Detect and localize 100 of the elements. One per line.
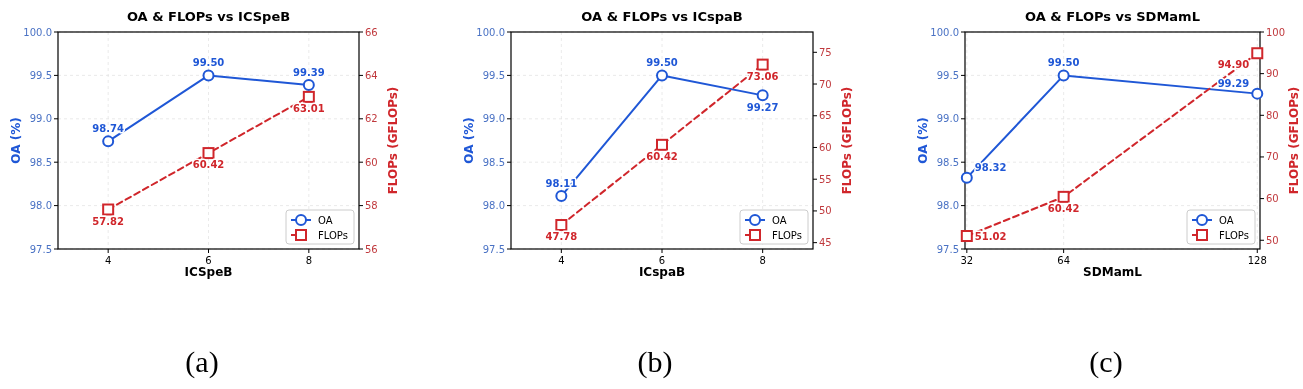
y2-axis-title: FLOPs (GFLOPs) bbox=[840, 86, 854, 195]
data-label: 99.50 bbox=[646, 57, 678, 69]
data-label: 73.06 bbox=[746, 70, 779, 82]
y2-axis-title: FLOPs (GFLOPs) bbox=[1287, 86, 1301, 195]
point bbox=[102, 203, 115, 216]
data-label: 99.39 bbox=[293, 66, 325, 78]
x-tick-label: 128 bbox=[1247, 255, 1267, 266]
y-axis-title: OA (%) bbox=[916, 117, 930, 164]
data-label: 47.78 bbox=[545, 231, 578, 243]
point bbox=[960, 230, 973, 243]
y2-tick-label: 50 bbox=[1266, 234, 1279, 246]
point bbox=[555, 219, 568, 232]
y-tick-label: 99.5 bbox=[482, 69, 505, 81]
point bbox=[202, 69, 215, 82]
chart-title: OA & FLOPs vs ICspaB bbox=[581, 9, 743, 24]
y-tick-label: 97.5 bbox=[29, 243, 52, 255]
legend-label: FLOPs bbox=[772, 230, 802, 241]
point bbox=[1057, 69, 1070, 82]
x-tick-label: 4 bbox=[558, 255, 565, 266]
y-tick-label: 99.5 bbox=[936, 69, 959, 81]
data-label: 99.50 bbox=[192, 57, 225, 69]
point bbox=[102, 135, 115, 148]
x-tick-label: 8 bbox=[759, 255, 766, 266]
y2-tick-label: 65 bbox=[819, 110, 832, 122]
y2-tick-label: 50 bbox=[819, 205, 832, 217]
y2-axis-title: FLOPs (GFLOPs) bbox=[386, 86, 400, 195]
point bbox=[960, 171, 973, 184]
x-tick-label: 32 bbox=[960, 255, 974, 266]
data-label: 94.90 bbox=[1217, 59, 1250, 71]
legend-label: OA bbox=[318, 215, 333, 226]
y-tick-label: 98.0 bbox=[482, 200, 505, 212]
text: (c) bbox=[1089, 345, 1123, 379]
y-tick-label: 99.0 bbox=[29, 113, 52, 125]
x-tick-label: 8 bbox=[305, 255, 313, 266]
y-tick-label: 98.5 bbox=[482, 156, 505, 168]
point bbox=[656, 69, 668, 82]
y-tick-label: 99.5 bbox=[29, 69, 52, 81]
y-tick-label: 97.5 bbox=[482, 243, 505, 255]
point bbox=[656, 138, 668, 151]
x-tick-label: 64 bbox=[1057, 255, 1070, 266]
y2-tick-label: 60 bbox=[1266, 193, 1279, 205]
y2-tick-label: 100 bbox=[1266, 26, 1286, 38]
y-axis-title: OA (%) bbox=[9, 117, 23, 164]
point bbox=[202, 147, 215, 160]
y-axis-title: OA (%) bbox=[462, 117, 476, 164]
y2-tick-label: 55 bbox=[819, 173, 832, 185]
y-tick-label: 99.0 bbox=[482, 113, 505, 125]
legend-label: FLOPs bbox=[1219, 230, 1249, 241]
point bbox=[756, 58, 769, 71]
y-tick-label: 100.0 bbox=[930, 26, 959, 38]
y2-tick-label: 56 bbox=[365, 243, 378, 255]
legend-label: OA bbox=[1219, 215, 1234, 226]
point bbox=[302, 90, 315, 103]
y2-tick-label: 58 bbox=[365, 200, 378, 212]
x-tick-label: 4 bbox=[104, 255, 112, 266]
y-tick-label: 98.0 bbox=[29, 200, 52, 212]
x-tick-label: 6 bbox=[658, 255, 666, 266]
x-axis-title: ICspaB bbox=[638, 265, 686, 279]
data-label: 99.50 bbox=[1047, 57, 1080, 69]
data-label: 60.42 bbox=[192, 159, 225, 171]
data-label: 99.27 bbox=[746, 102, 779, 114]
legend-label: OA bbox=[772, 215, 787, 226]
y-tick-label: 98.5 bbox=[936, 156, 959, 168]
point bbox=[1251, 47, 1264, 60]
y-tick-label: 98.0 bbox=[936, 200, 959, 212]
data-label: 63.01 bbox=[293, 102, 325, 114]
data-label: 57.82 bbox=[92, 215, 125, 227]
y2-tick-label: 70 bbox=[1266, 151, 1279, 163]
point bbox=[1251, 87, 1264, 100]
point bbox=[1057, 190, 1070, 203]
text: (a) bbox=[185, 345, 219, 379]
data-label: 60.42 bbox=[646, 150, 678, 162]
y2-tick-label: 75 bbox=[819, 46, 832, 58]
y-tick-label: 99.0 bbox=[936, 113, 959, 125]
y2-tick-label: 64 bbox=[365, 69, 378, 81]
point bbox=[756, 89, 769, 102]
data-label: 98.74 bbox=[92, 123, 125, 135]
x-axis-title: SDMamL bbox=[1083, 265, 1143, 279]
data-label: 60.42 bbox=[1047, 202, 1080, 214]
y2-tick-label: 62 bbox=[365, 113, 378, 125]
y2-tick-label: 70 bbox=[819, 78, 832, 90]
chart-title: OA & FLOPs vs SDMamL bbox=[1025, 9, 1200, 24]
data-label: 98.32 bbox=[974, 161, 1007, 173]
point bbox=[555, 190, 568, 203]
y-tick-label: 100.0 bbox=[23, 26, 52, 38]
point bbox=[302, 78, 315, 91]
data-label: 51.02 bbox=[974, 231, 1007, 242]
chart-title: OA & FLOPs vs ICSpeB bbox=[126, 9, 291, 24]
y2-tick-label: 60 bbox=[365, 156, 378, 168]
legend-label: FLOPs bbox=[318, 230, 348, 241]
y2-tick-label: 45 bbox=[819, 237, 832, 249]
y2-tick-label: 66 bbox=[365, 26, 378, 38]
y2-tick-label: 60 bbox=[819, 141, 832, 153]
x-tick-label: 6 bbox=[205, 255, 212, 266]
y-tick-label: 98.5 bbox=[29, 156, 52, 168]
x-axis-title: ICSpeB bbox=[184, 265, 233, 279]
data-label: 99.29 bbox=[1217, 77, 1250, 89]
y-tick-label: 100.0 bbox=[476, 26, 505, 38]
y2-tick-label: 80 bbox=[1266, 109, 1279, 121]
text: (b) bbox=[637, 345, 673, 379]
